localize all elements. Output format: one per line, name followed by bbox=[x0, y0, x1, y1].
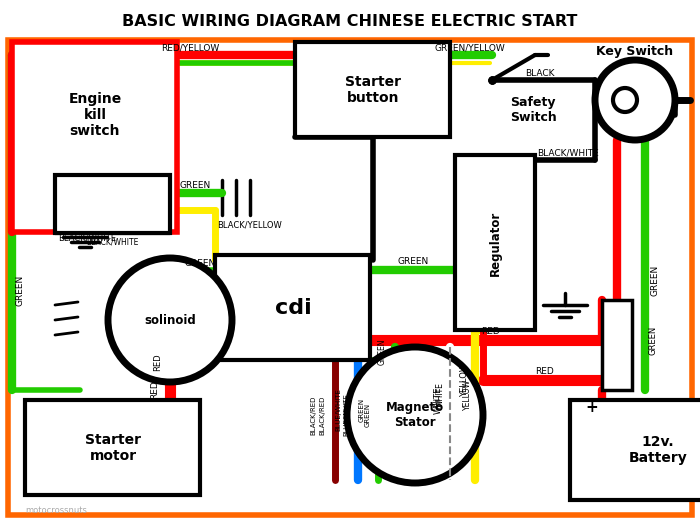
Circle shape bbox=[595, 60, 675, 140]
Text: RED: RED bbox=[150, 381, 160, 400]
Text: BLACK/RED: BLACK/RED bbox=[310, 395, 316, 435]
Bar bbox=[455, 155, 535, 330]
Text: motocrossnuts: motocrossnuts bbox=[25, 506, 87, 515]
Bar bbox=[12, 42, 177, 232]
Text: WHITE: WHITE bbox=[433, 386, 442, 414]
Text: RED/YELLOW: RED/YELLOW bbox=[161, 43, 219, 52]
Text: solinoid: solinoid bbox=[144, 313, 196, 326]
Text: Starter
motor: Starter motor bbox=[85, 433, 141, 463]
Text: WHITE: WHITE bbox=[435, 382, 444, 407]
Text: YELLOW: YELLOW bbox=[463, 380, 472, 411]
Bar bbox=[215, 255, 370, 360]
Bar bbox=[25, 400, 200, 495]
Text: BLACK/WHITE: BLACK/WHITE bbox=[86, 237, 138, 246]
Bar bbox=[55, 175, 170, 233]
Text: GREEN: GREEN bbox=[650, 264, 659, 295]
Text: Coil: Coil bbox=[99, 197, 127, 211]
Bar bbox=[570, 400, 700, 500]
Text: YELLOW: YELLOW bbox=[461, 363, 470, 397]
Text: GREEN: GREEN bbox=[365, 403, 371, 427]
Bar bbox=[295, 42, 450, 137]
Text: BLACK/RED: BLACK/RED bbox=[319, 395, 325, 435]
Text: GREEN/YELLOW: GREEN/YELLOW bbox=[435, 43, 505, 52]
Text: BLUE/WHITE: BLUE/WHITE bbox=[335, 389, 341, 431]
Bar bbox=[602, 300, 632, 390]
Text: 12v.
Battery: 12v. Battery bbox=[629, 435, 687, 465]
Text: RED: RED bbox=[153, 353, 162, 371]
Text: GREEN: GREEN bbox=[15, 275, 24, 305]
Text: Starter
button: Starter button bbox=[345, 75, 401, 105]
Text: BASIC WIRING DIAGRAM CHINESE ELECTRIC START: BASIC WIRING DIAGRAM CHINESE ELECTRIC ST… bbox=[122, 15, 577, 29]
Circle shape bbox=[347, 347, 483, 483]
Circle shape bbox=[108, 258, 232, 382]
Text: +: + bbox=[586, 400, 598, 415]
Text: GREEN: GREEN bbox=[184, 258, 216, 267]
Text: Engine
kill
switch: Engine kill switch bbox=[69, 92, 122, 138]
Text: Regulator: Regulator bbox=[489, 210, 501, 276]
Text: GREEN: GREEN bbox=[377, 339, 386, 365]
Text: BLACK/YELLOW: BLACK/YELLOW bbox=[218, 221, 282, 230]
Text: BLACK/WHITE: BLACK/WHITE bbox=[537, 149, 599, 157]
Text: BLACK/WHITE: BLACK/WHITE bbox=[58, 233, 116, 243]
Text: Magneto
Stator: Magneto Stator bbox=[386, 401, 444, 429]
Text: cdi: cdi bbox=[274, 298, 312, 318]
Text: GREEN: GREEN bbox=[648, 325, 657, 355]
Text: BLUE/WHITE: BLUE/WHITE bbox=[343, 394, 349, 436]
Text: BLACK: BLACK bbox=[525, 69, 554, 77]
Text: GREEN: GREEN bbox=[359, 398, 365, 422]
Circle shape bbox=[613, 88, 637, 112]
Text: Safety
Switch: Safety Switch bbox=[510, 96, 556, 124]
Text: GREEN: GREEN bbox=[179, 180, 211, 189]
Text: RED: RED bbox=[536, 368, 554, 377]
Text: GREEN: GREEN bbox=[398, 257, 428, 267]
Text: Fuse: Fuse bbox=[612, 332, 622, 358]
Text: Key Switch: Key Switch bbox=[596, 46, 673, 59]
Text: RED: RED bbox=[481, 327, 499, 336]
